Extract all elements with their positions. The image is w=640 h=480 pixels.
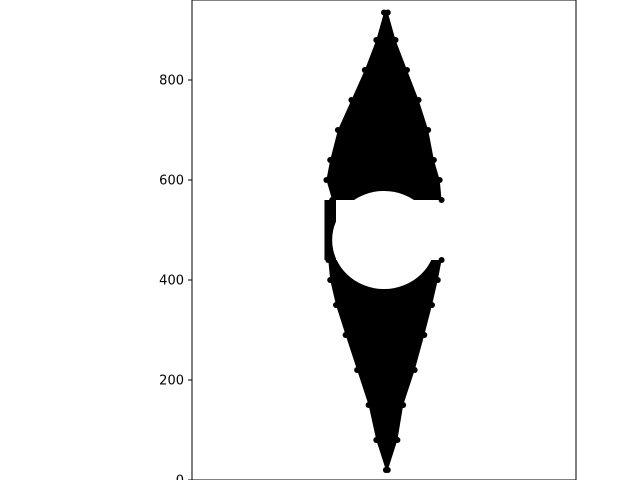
- data-point: [438, 257, 445, 263]
- data-point: [365, 402, 372, 408]
- data-point: [334, 127, 341, 133]
- data-point: [415, 97, 422, 103]
- data-point: [384, 9, 391, 16]
- data-point: [436, 177, 443, 183]
- y-tick-label: 600: [159, 174, 184, 189]
- data-point: [394, 437, 401, 443]
- upper-lobe-points: [326, 12, 442, 200]
- data-point: [404, 67, 410, 73]
- data-point: [325, 257, 332, 263]
- data-point: [384, 467, 391, 473]
- data-point: [327, 277, 334, 283]
- data-point: [342, 332, 349, 338]
- data-point: [438, 197, 445, 203]
- data-point: [329, 197, 336, 203]
- y-tick-label: 200: [159, 374, 184, 389]
- y-axis: 0 200 400 600 800: [159, 74, 192, 480]
- hole-region: [332, 190, 436, 290]
- data-point: [430, 157, 437, 163]
- data-point: [411, 367, 418, 373]
- plot-area: [191, 0, 577, 480]
- data-point: [425, 127, 432, 133]
- data-point: [434, 277, 441, 283]
- data-point: [400, 402, 407, 408]
- data-point: [429, 302, 435, 308]
- data-point: [348, 97, 355, 103]
- data-point: [323, 177, 330, 183]
- data-points-group: [323, 9, 445, 473]
- data-point: [392, 37, 399, 43]
- data-point: [421, 332, 428, 338]
- data-point: [361, 67, 368, 73]
- data-point: [354, 367, 361, 373]
- y-tick-label: 0: [176, 474, 184, 480]
- data-point: [373, 437, 380, 443]
- y-tick-label: 800: [159, 74, 184, 89]
- data-point: [333, 302, 339, 308]
- lower-lobe-points: [328, 260, 442, 470]
- edge-marker-points: [323, 9, 445, 473]
- data-point: [373, 37, 380, 43]
- data-point: [327, 157, 334, 163]
- y-tick-label: 400: [159, 274, 184, 289]
